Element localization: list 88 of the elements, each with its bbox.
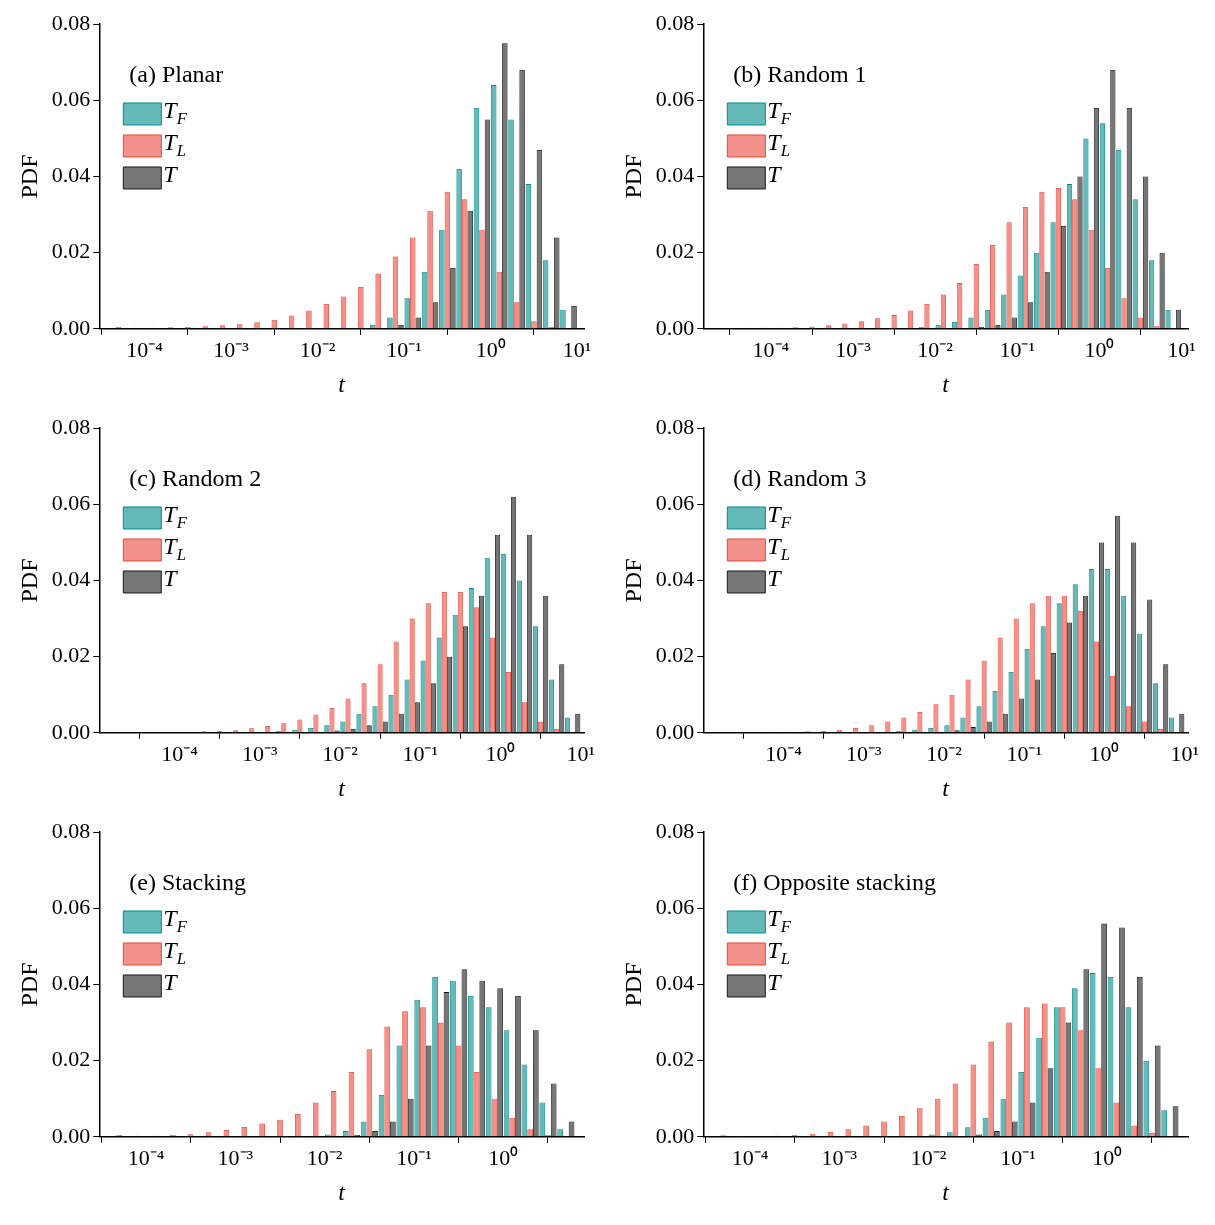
x-tick-label: 10⁻¹ [1000, 1144, 1036, 1170]
x-axis-title: t [338, 774, 347, 801]
x-tick-label: 10⁰ [488, 1144, 519, 1170]
x-tick-label: 10⁰ [1089, 740, 1120, 766]
y-tick-label: 0.02 [51, 642, 91, 668]
annotation: (d) Random 3 [733, 465, 867, 492]
y-tick-label: 0.02 [51, 238, 91, 264]
y-tick-label: 0.06 [51, 86, 91, 112]
x-tick-label: 10⁰ [485, 740, 516, 766]
y-axis-title: PDF [15, 558, 42, 603]
y-tick-label: 0.02 [655, 238, 695, 264]
x-tick-label: 10⁻¹ [386, 336, 422, 362]
y-tick-label: 0.02 [655, 1046, 695, 1072]
y-tick-label: 0.04 [655, 162, 695, 188]
x-tick-label: 10¹ [1167, 336, 1196, 362]
y-tick-label: 0.02 [51, 1046, 91, 1072]
annotation: (e) Stacking [129, 869, 246, 896]
y-tick-label: 0.06 [655, 490, 695, 516]
y-tick-label: 0.08 [655, 817, 695, 843]
y-axis-title: PDF [619, 154, 646, 199]
x-tick-label: 10¹ [566, 740, 595, 766]
y-axis-title: PDF [15, 962, 42, 1007]
x-tick-label: 10⁻⁴ [127, 1144, 165, 1170]
x-tick-label: 10⁻⁴ [126, 336, 164, 362]
y-tick-label: 0.04 [655, 970, 695, 996]
y-tick-label: 0.06 [51, 490, 91, 516]
y-tick-label: 0.08 [51, 817, 91, 843]
x-tick-label: 10⁻³ [835, 336, 872, 362]
y-tick-label: 0.00 [655, 718, 695, 744]
y-tick-label: 0.00 [51, 718, 91, 744]
y-tick-label: 0.06 [655, 894, 695, 920]
y-tick-label: 0.04 [51, 970, 91, 996]
annotation: (c) Random 2 [129, 465, 262, 492]
x-tick-label: 10⁻⁴ [731, 1144, 769, 1170]
x-tick-label: 10⁻⁴ [752, 336, 790, 362]
legend-label: T [767, 969, 783, 996]
y-tick-label: 0.08 [655, 9, 695, 35]
x-tick-label: 10¹ [1170, 740, 1199, 766]
x-tick-label: 10⁻² [910, 1144, 947, 1170]
x-tick-label: 10⁻⁴ [765, 740, 803, 766]
annotation: (f) Opposite stacking [733, 869, 936, 896]
y-tick-label: 0.08 [51, 9, 91, 35]
x-tick-label: 10⁻² [926, 740, 963, 766]
annotation: (a) Planar [129, 61, 224, 88]
x-tick-label: 10⁻⁴ [161, 740, 199, 766]
legend-label: T [163, 565, 179, 592]
x-tick-label: 10⁻³ [241, 740, 278, 766]
legend-label: T [163, 969, 179, 996]
y-axis-title: PDF [15, 154, 42, 199]
x-tick-label: 10⁻¹ [402, 740, 439, 766]
x-tick-label: 10⁻¹ [1006, 740, 1043, 766]
x-axis-title: t [942, 774, 951, 801]
x-tick-label: 10⁻² [306, 1144, 343, 1170]
y-axis-title: PDF [619, 558, 646, 603]
legend-label: T [767, 565, 783, 592]
x-tick-label: 10⁻² [322, 740, 359, 766]
x-tick-label: 10¹ [562, 336, 592, 362]
x-tick-label: 10⁻² [299, 336, 336, 362]
y-tick-label: 0.00 [51, 1122, 91, 1148]
x-tick-label: 10⁻¹ [999, 336, 1036, 362]
y-tick-label: 0.04 [51, 566, 91, 592]
x-tick-label: 10⁻¹ [396, 1144, 432, 1170]
x-tick-label: 10⁻³ [821, 1144, 858, 1170]
y-tick-label: 0.04 [51, 162, 91, 188]
y-tick-label: 0.00 [51, 314, 91, 340]
annotation: (b) Random 1 [733, 61, 867, 88]
y-axis-title: PDF [619, 962, 646, 1007]
x-tick-label: 10⁰ [1084, 336, 1115, 362]
x-axis-title: t [942, 1178, 951, 1205]
x-axis-title: t [338, 1178, 347, 1205]
y-tick-label: 0.06 [655, 86, 695, 112]
y-tick-label: 0.08 [51, 413, 91, 439]
y-tick-label: 0.06 [51, 894, 91, 920]
x-axis-title: t [338, 370, 347, 397]
x-axis-title: t [942, 370, 951, 397]
y-tick-label: 0.04 [655, 566, 695, 592]
legend-label: T [767, 161, 783, 188]
y-tick-label: 0.08 [655, 413, 695, 439]
x-tick-label: 10⁰ [475, 336, 506, 362]
x-tick-label: 10⁻³ [217, 1144, 254, 1170]
x-tick-label: 10⁻² [917, 336, 954, 362]
x-tick-label: 10⁻³ [845, 740, 882, 766]
legend-label: T [163, 161, 179, 188]
y-tick-label: 0.00 [655, 1122, 695, 1148]
y-tick-label: 0.02 [655, 642, 695, 668]
x-tick-label: 10⁰ [1092, 1144, 1123, 1170]
x-tick-label: 10⁻³ [213, 336, 250, 362]
y-tick-label: 0.00 [655, 314, 695, 340]
